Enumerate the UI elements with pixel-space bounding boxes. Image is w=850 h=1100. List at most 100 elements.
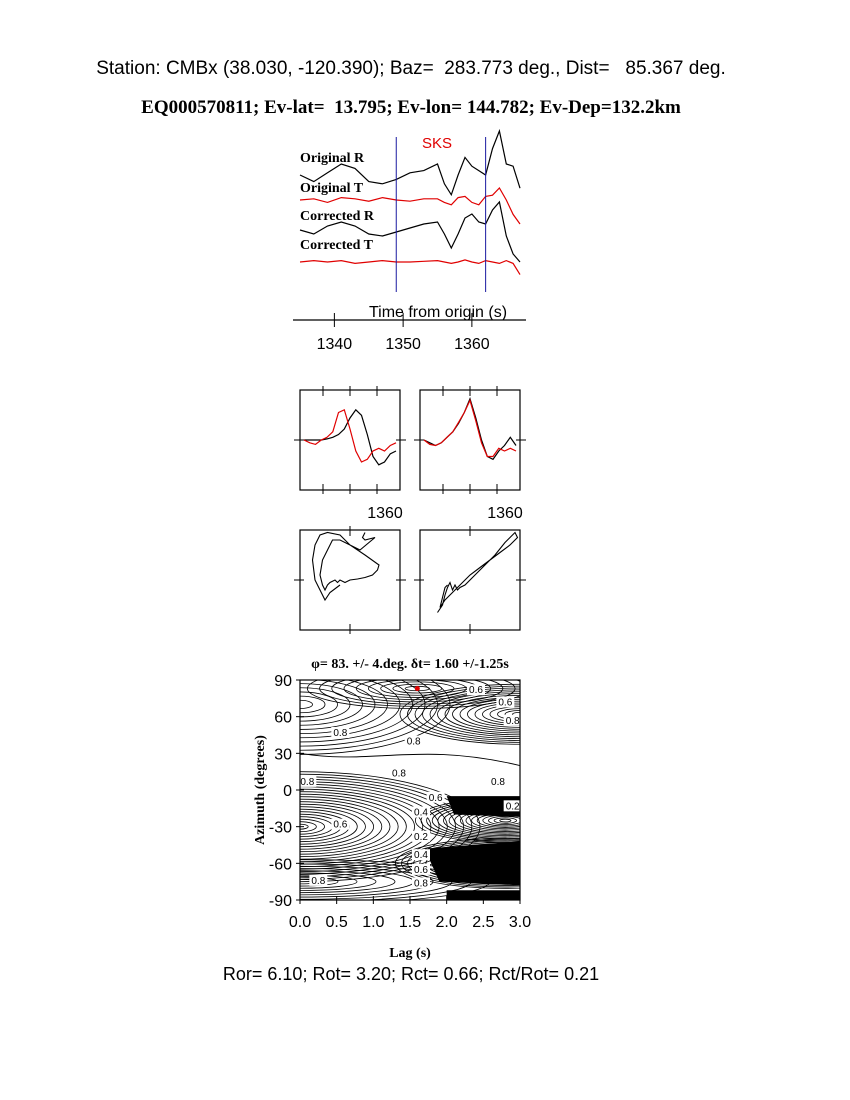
contour-line (319, 680, 516, 707)
particle-motion-trace (437, 531, 519, 613)
contour-label: 0.8 (333, 728, 347, 739)
contour-line (474, 702, 520, 726)
contour-line (368, 680, 467, 698)
contour-line (300, 687, 351, 722)
contour-label-bg (503, 800, 520, 812)
contour-line (300, 691, 338, 718)
contour-line (394, 837, 520, 889)
x-tick-label: 0.0 (289, 914, 311, 931)
contour-label-bg (412, 806, 430, 818)
x-tick-label: 1360 (487, 505, 523, 522)
x-tick-label: 2.5 (472, 914, 494, 931)
contour-line (300, 798, 391, 855)
seismogram-trace (299, 187, 521, 225)
contour-label: 0.8 (407, 737, 421, 748)
contour-line (300, 776, 464, 878)
contour-line (300, 680, 388, 735)
seismogram-trace (299, 200, 521, 263)
contour-line (497, 708, 520, 721)
contour-line (422, 689, 520, 739)
seismogram-trace (299, 128, 521, 197)
contour-label: 0.6 (498, 697, 512, 708)
contour-line (300, 872, 377, 891)
contour-label-bg (467, 684, 485, 696)
contour-label: 0.4 (414, 850, 428, 861)
splitting-result-title: φ= 83. +/- 4.deg. δt= 1.60 +/-1.25s (311, 657, 509, 672)
contour-line (300, 808, 358, 845)
contour-line (504, 710, 520, 719)
contour-line (300, 796, 399, 858)
contour-label: 0.2 (506, 801, 520, 812)
contour-label-bg (489, 775, 507, 787)
waveform-overlay-trace (304, 408, 397, 466)
contour-line (300, 680, 413, 743)
trace-label: Original T (300, 181, 364, 196)
best-fit-marker (414, 686, 420, 692)
y-tick-label: 90 (274, 673, 292, 690)
contour-line (414, 687, 520, 741)
contour-line (482, 704, 520, 724)
x-tick-label: 1.0 (362, 914, 384, 931)
y-tick-label: -90 (269, 893, 292, 910)
x-tick-label: 1.5 (399, 914, 421, 931)
seismogram-trace (299, 259, 521, 275)
contour-label-bg (404, 735, 423, 747)
contour-line (300, 680, 426, 747)
contour-line (493, 817, 517, 824)
contour-line (300, 680, 376, 730)
contour-line (300, 806, 366, 848)
contour-label: 0.8 (491, 777, 505, 788)
ratio-summary: Ror= 6.10; Rot= 3.20; Rct= 0.66; Rct/Rot… (222, 964, 600, 984)
trace-label: Original R (300, 151, 365, 166)
contour-line (300, 683, 363, 726)
contour-label: 0.8 (506, 716, 520, 727)
contour-line (300, 680, 451, 755)
contour-line (300, 791, 415, 863)
contour-line (300, 783, 440, 870)
contour-line (300, 752, 520, 766)
contour-label: 0.2 (414, 832, 428, 843)
phase-label: SKS (422, 135, 452, 152)
particle-motion-trace (311, 531, 380, 602)
contour-line (300, 876, 339, 887)
y-tick-label: 30 (274, 746, 292, 763)
contour-line (452, 696, 520, 732)
contour-line (499, 818, 512, 823)
contour-line (399, 683, 520, 745)
contour-label-bg (412, 849, 430, 861)
contour-label-bg (331, 818, 350, 830)
x-tick-label: 1360 (367, 505, 403, 522)
contour-line (300, 680, 401, 739)
waveform-overlay-trace (303, 408, 397, 463)
x-tick-label: 2.0 (436, 914, 458, 931)
contour-line (489, 706, 520, 723)
contour-line (300, 781, 448, 873)
contour-line (300, 778, 456, 875)
trace-label: Corrected T (300, 238, 374, 253)
contour-label-bg (412, 863, 430, 875)
contour-line (300, 786, 432, 868)
trace-label: Corrected R (300, 209, 375, 224)
contour-line (380, 681, 455, 696)
contour-label-bg (496, 696, 515, 708)
dense-contour-fill (446, 796, 520, 817)
contour-line (437, 693, 520, 736)
y-tick-label: 0 (283, 783, 292, 800)
contour-label-bg (390, 767, 408, 779)
contour-line (300, 865, 434, 898)
dense-contour-fill (424, 841, 520, 886)
contour-line (488, 816, 520, 826)
contour-line (300, 699, 313, 710)
waveform-overlay-trace (423, 398, 517, 458)
contour-line (300, 771, 481, 883)
contour-label: 0.8 (300, 777, 314, 788)
contour-label: 0.6 (429, 793, 443, 804)
contour-line (300, 695, 326, 714)
waveform-panel-frame (419, 389, 521, 491)
y-axis-title: Azimuth (degrees) (253, 735, 268, 845)
x-tick-label: 3.0 (509, 914, 531, 931)
contour-label: 0.6 (469, 685, 483, 696)
x-tick-label: 1360 (454, 336, 490, 353)
contour-line (300, 870, 396, 894)
